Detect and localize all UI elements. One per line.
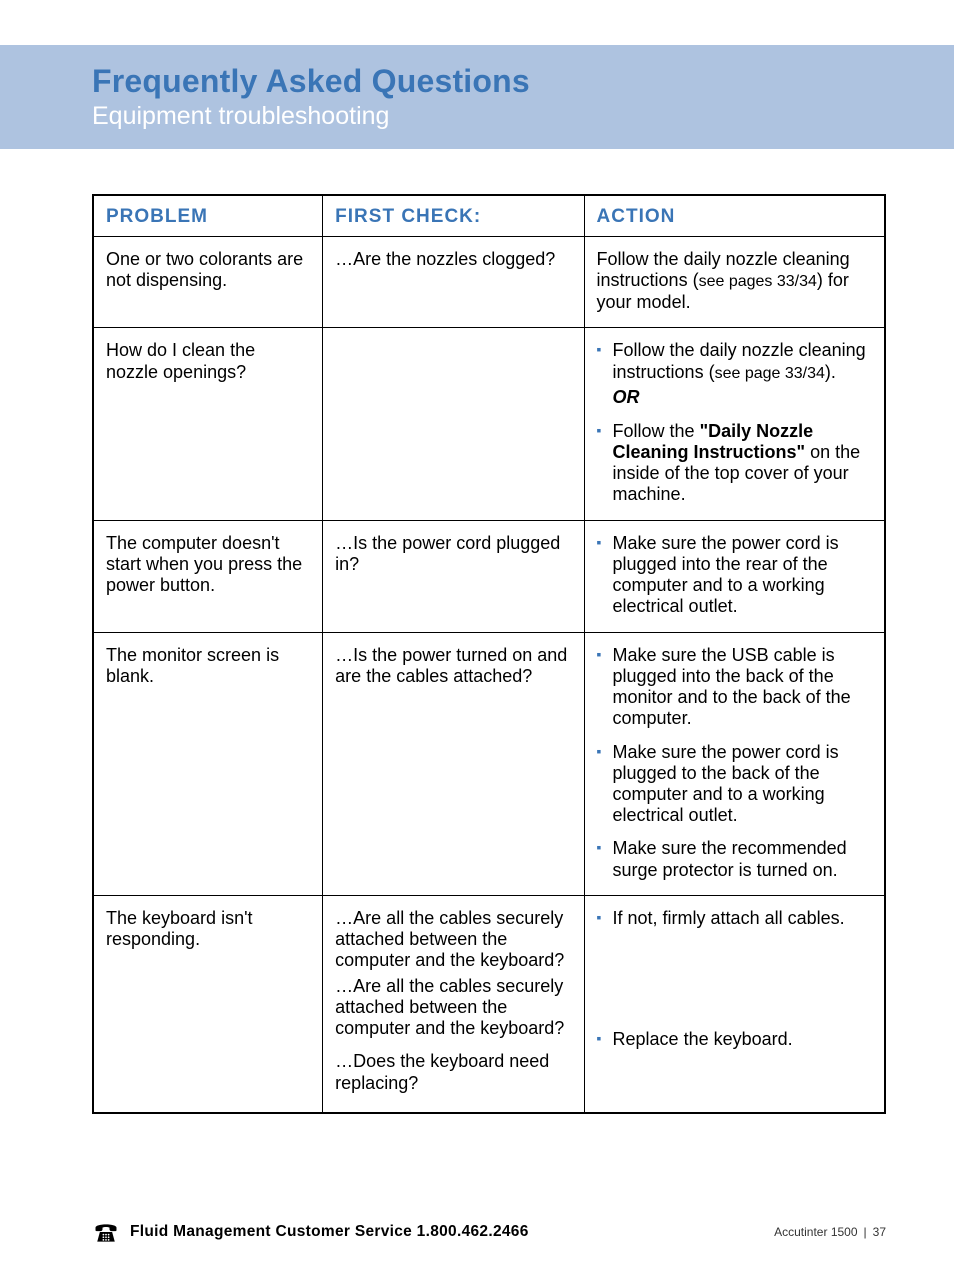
col-header-action: ACTION [584,195,885,237]
or-divider: OR [613,387,872,408]
bullet-text: Follow the [613,421,700,441]
cell-check: …Is the power turned on and are the cabl… [323,632,584,895]
cell-check: …Are the nozzles clogged? [323,237,584,328]
check-line: …Does the keyboard need replacing? [335,1051,571,1093]
header-band: Frequently Asked Questions Equipment tro… [0,45,954,149]
cell-action: If not, firmly attach all cables. Replac… [584,895,885,1112]
content-area: PROBLEM FIRST CHECK: ACTION One or two c… [0,149,954,1114]
action-bullet: Make sure the power cord is plugged to t… [597,742,872,827]
footer-page: 37 [873,1225,886,1239]
phone-icon [92,1220,120,1244]
table-header-row: PROBLEM FIRST CHECK: ACTION [93,195,885,237]
action-bullet: Make sure the USB cable is plugged into … [597,645,872,730]
check-line: …Are all the cables securely attached be… [335,908,571,972]
table-row: The keyboard isn't responding. …Are all … [93,895,885,1112]
action-bullet: Replace the keyboard. [597,1029,872,1050]
footer-service-text: Fluid Management Customer Service 1.800.… [130,1223,529,1241]
page-subtitle: Equipment troubleshooting [92,102,954,131]
table-row: The computer doesn't start when you pres… [93,520,885,632]
footer-left: Fluid Management Customer Service 1.800.… [92,1220,529,1244]
cell-action: Follow the daily nozzle cleaning instruc… [584,237,885,328]
cell-check: …Is the power cord plugged in? [323,520,584,632]
table-row: The monitor screen is blank. …Is the pow… [93,632,885,895]
col-header-problem: PROBLEM [93,195,323,237]
action-bullet: If not, firmly attach all cables. [597,908,872,929]
page-ref: see page 33/34 [715,365,825,382]
page-footer: Fluid Management Customer Service 1.800.… [0,1220,954,1244]
footer-right: Accutinter 1500 | 37 [774,1225,886,1239]
table-row: One or two colorants are not dispensing.… [93,237,885,328]
cell-problem: The computer doesn't start when you pres… [93,520,323,632]
action-bullet: Make sure the power cord is plugged into… [597,533,872,618]
action-bullet: Follow the daily nozzle cleaning instruc… [597,340,872,408]
footer-product: Accutinter 1500 [774,1225,857,1239]
cell-check [323,328,584,520]
cell-problem: The monitor screen is blank. [93,632,323,895]
footer-sep: | [864,1225,867,1239]
cell-problem: One or two colorants are not dispensing. [93,237,323,328]
table-row: How do I clean the nozzle openings? Foll… [93,328,885,520]
faq-table: PROBLEM FIRST CHECK: ACTION One or two c… [92,194,886,1114]
cell-problem: How do I clean the nozzle openings? [93,328,323,520]
col-header-check: FIRST CHECK: [323,195,584,237]
cell-action: Make sure the USB cable is plugged into … [584,632,885,895]
cell-action: Follow the daily nozzle cleaning instruc… [584,328,885,520]
check-line: …Are all the cables securely attached be… [335,976,571,1040]
bullet-text: ). [825,362,836,382]
page-ref: see pages 33/34 [699,273,817,290]
action-bullet: Make sure the recommended surge protecto… [597,838,872,880]
page-title: Frequently Asked Questions [92,63,954,100]
cell-problem: The keyboard isn't responding. [93,895,323,1112]
cell-check: …Are all the cables securely attached be… [323,895,584,1112]
action-bullet: Follow the "Daily Nozzle Cleaning Instru… [597,421,872,506]
cell-action: Make sure the power cord is plugged into… [584,520,885,632]
